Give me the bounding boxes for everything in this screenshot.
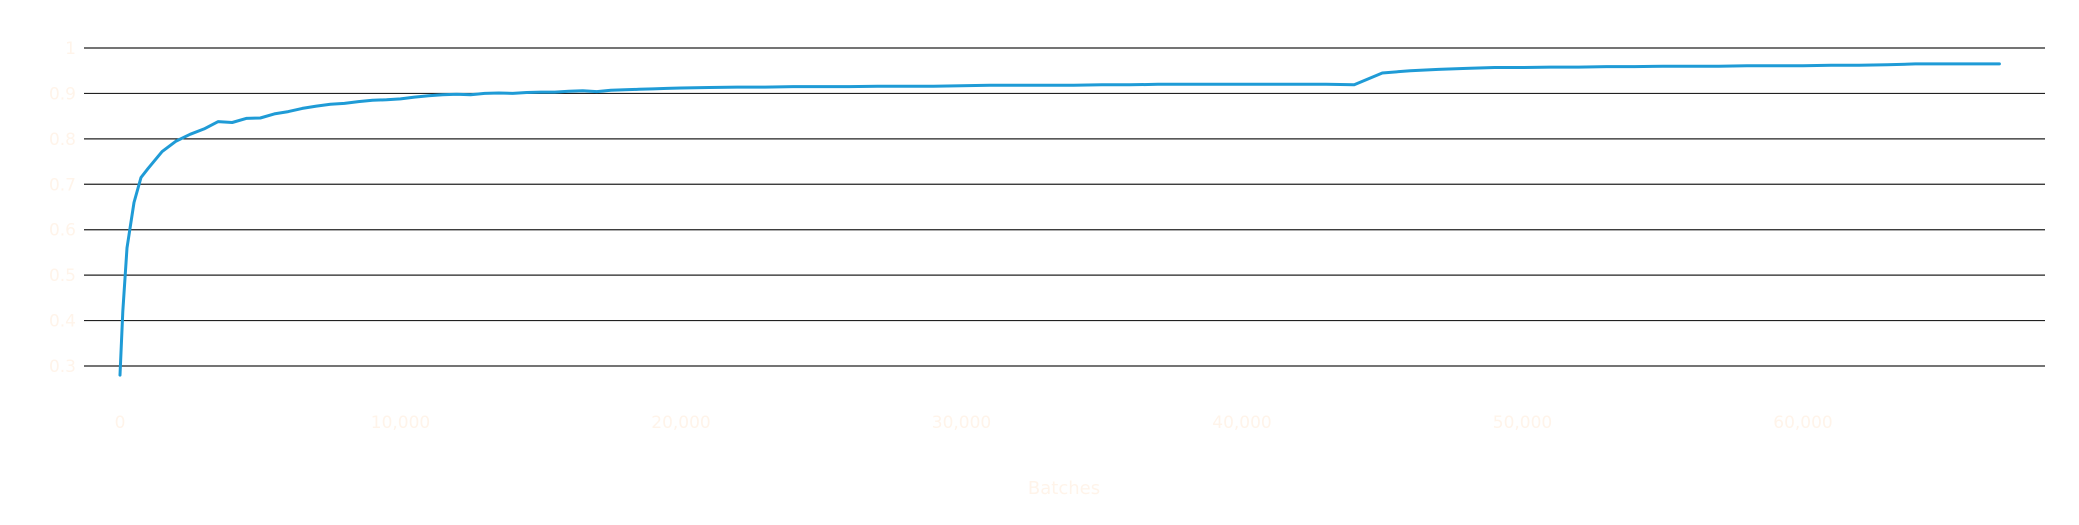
x-tick-label: 40,000 — [1212, 413, 1271, 433]
x-tick-label: 50,000 — [1493, 413, 1552, 433]
y-tick-label: 0.5 — [49, 266, 76, 286]
y-tick-label: 0.9 — [49, 84, 76, 104]
x-tick-label: 60,000 — [1773, 413, 1832, 433]
x-tick-label: 10,000 — [371, 413, 430, 433]
y-tick-label: 0.4 — [49, 312, 76, 332]
y-tick-label: 0.3 — [49, 357, 76, 377]
x-tick-label: 0 — [115, 413, 126, 433]
x-axis-title: Batches — [1028, 478, 1100, 499]
x-tick-label: 30,000 — [932, 413, 991, 433]
x-tick-label: 20,000 — [651, 413, 710, 433]
y-tick-label: 0.6 — [49, 221, 76, 241]
y-tick-label: 0.8 — [49, 130, 76, 150]
series-line — [118, 62, 2001, 377]
y-tick-label: 0.7 — [49, 175, 76, 195]
y-tick-label: 1 — [65, 39, 76, 59]
